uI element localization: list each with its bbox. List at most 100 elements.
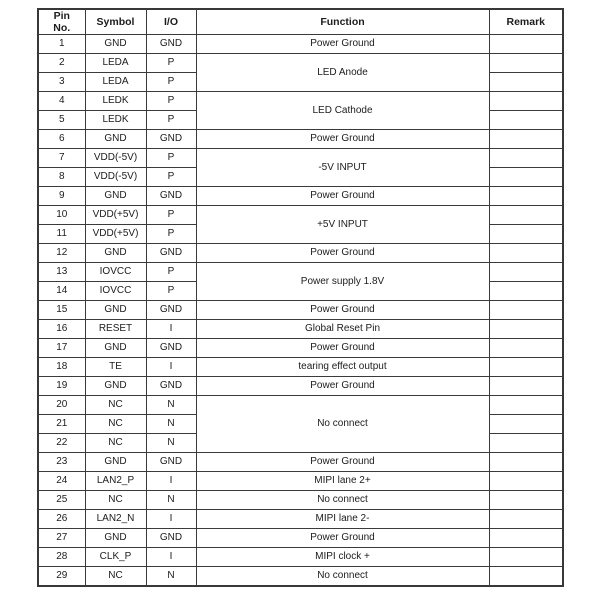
cell-io: GND [145,338,197,359]
header-io: I/O [145,8,197,36]
cell-pin-no: 20 [37,395,86,416]
cell-symbol: VDD(+5V) [84,205,147,226]
cell-function: No connect [195,566,490,587]
cell-io: P [145,167,197,188]
cell-symbol: LAN2_N [84,509,147,530]
cell-io: P [145,281,197,302]
table-row: 20 NC N No connect [37,395,564,454]
cell-function: Power Ground [195,452,490,473]
cell-pin-no: 6 [37,129,86,150]
cell-function: LED Cathode [195,91,490,131]
cell-remark [488,414,564,435]
cell-function: Power Ground [195,300,490,321]
cell-remark [488,547,564,568]
cell-pin-no: 15 [37,300,86,321]
header-function: Function [195,8,490,36]
cell-remark [488,72,564,93]
table-row: 24 LAN2_P I MIPI lane 2+ [37,471,564,492]
cell-pin-no: 24 [37,471,86,492]
table-row: 15 GND GND Power Ground [37,300,564,321]
cell-io: N [145,433,197,454]
cell-remark [488,34,564,55]
cell-remark [488,319,564,340]
cell-remark [488,243,564,264]
table-row: 13 IOVCC P Power supply 1.8V [37,262,564,302]
cell-remark [488,471,564,492]
header-pin-no: Pin No. [37,8,86,36]
cell-pin-no: 2 [37,53,86,74]
table-row: 6 GND GND Power Ground [37,129,564,150]
cell-io: GND [145,452,197,473]
cell-symbol: GND [84,34,147,55]
cell-remark [488,262,564,283]
cell-function: Power supply 1.8V [195,262,490,302]
cell-remark [488,300,564,321]
cell-remark [488,395,564,416]
cell-symbol: NC [84,414,147,435]
cell-symbol: VDD(+5V) [84,224,147,245]
cell-io: GND [145,376,197,397]
cell-symbol: IOVCC [84,262,147,283]
cell-io: P [145,224,197,245]
cell-symbol: TE [84,357,147,378]
cell-remark [488,281,564,302]
table-row: 19 GND GND Power Ground [37,376,564,397]
table-row: 29 NC N No connect [37,566,564,587]
cell-io: GND [145,186,197,207]
cell-remark [488,148,564,169]
cell-io: I [145,509,197,530]
cell-symbol: VDD(-5V) [84,167,147,188]
cell-symbol: NC [84,566,147,587]
cell-pin-no: 12 [37,243,86,264]
table-row: 11 VDD(+5V) P [37,224,564,245]
table-row: 22 NC N [37,433,564,454]
cell-io: P [145,110,197,131]
cell-function: Power Ground [195,186,490,207]
cell-function: +5V INPUT [195,205,490,245]
cell-pin-no: 9 [37,186,86,207]
cell-symbol: VDD(-5V) [84,148,147,169]
cell-symbol: LEDK [84,110,147,131]
cell-symbol: LEDA [84,53,147,74]
cell-function: MIPI clock + [195,547,490,568]
cell-function: No connect [195,490,490,511]
table-row: 1 GND GND Power Ground [37,34,564,55]
cell-remark [488,566,564,587]
cell-io: N [145,395,197,416]
cell-pin-no: 18 [37,357,86,378]
cell-pin-no: 1 [37,34,86,55]
cell-io: N [145,566,197,587]
cell-function: Power Ground [195,243,490,264]
cell-symbol: GND [84,452,147,473]
table-row: 21 NC N [37,414,564,435]
cell-io: I [145,319,197,340]
cell-function: MIPI lane 2- [195,509,490,530]
table-row: 17 GND GND Power Ground [37,338,564,359]
table-row: 26 LAN2_N I MIPI lane 2- [37,509,564,530]
cell-symbol: GND [84,528,147,549]
table-row: 10 VDD(+5V) P +5V INPUT [37,205,564,245]
table-row: 27 GND GND Power Ground [37,528,564,549]
cell-io: P [145,72,197,93]
table-row: 3 LEDA P [37,72,564,93]
cell-symbol: NC [84,490,147,511]
cell-remark [488,129,564,150]
cell-pin-no: 25 [37,490,86,511]
cell-symbol: CLK_P [84,547,147,568]
cell-symbol: GND [84,338,147,359]
cell-remark [488,224,564,245]
cell-remark [488,433,564,454]
cell-remark [488,167,564,188]
cell-remark [488,452,564,473]
cell-pin-no: 26 [37,509,86,530]
cell-pin-no: 4 [37,91,86,112]
cell-function: Power Ground [195,338,490,359]
cell-remark [488,91,564,112]
cell-function: Power Ground [195,528,490,549]
cell-function: Power Ground [195,376,490,397]
cell-pin-no: 5 [37,110,86,131]
cell-io: P [145,91,197,112]
cell-remark [488,490,564,511]
cell-symbol: RESET [84,319,147,340]
